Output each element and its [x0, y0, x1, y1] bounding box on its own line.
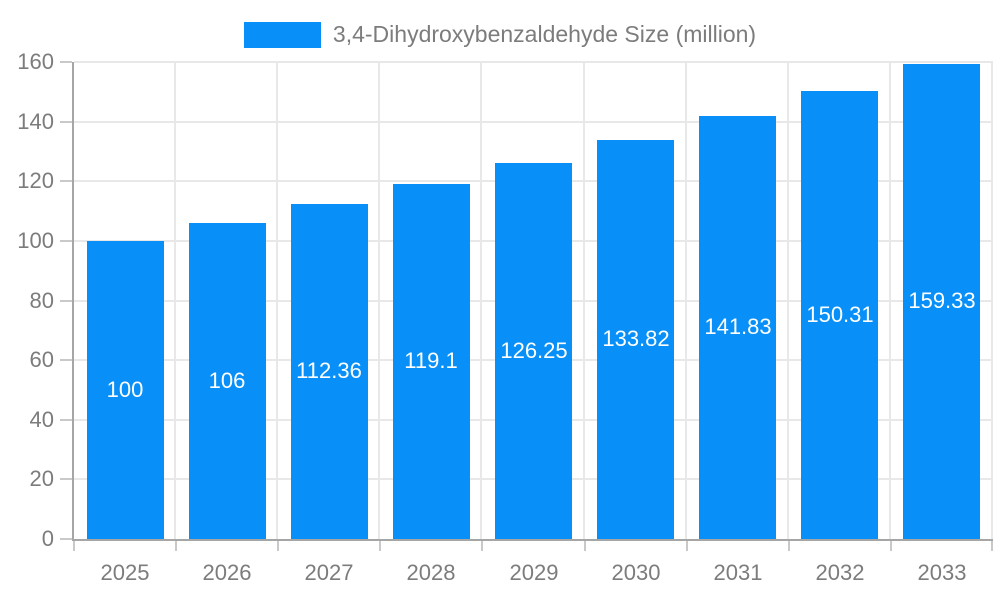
- y-tick-60: [60, 359, 72, 362]
- x-axis-label-2025: 2025: [100, 560, 150, 585]
- bar-2027[interactable]: [291, 204, 368, 539]
- bar-2031[interactable]: [699, 116, 776, 539]
- bar-2030[interactable]: [597, 140, 674, 539]
- y-tick-20: [60, 478, 72, 481]
- legend: 3,4-Dihydroxybenzaldehyde Size (million): [0, 21, 1000, 48]
- y-tick-40: [60, 418, 72, 421]
- y-axis-label-40: 40: [29, 406, 54, 432]
- gridline-y-160: [74, 61, 993, 63]
- bar-2028[interactable]: [393, 184, 470, 539]
- x-tick-4: [481, 541, 483, 551]
- x-tick-3: [379, 541, 381, 551]
- x-tick-1: [175, 541, 177, 551]
- bar-2032[interactable]: [801, 91, 878, 539]
- gridline-x-2: [276, 62, 278, 539]
- bar-2029[interactable]: [495, 163, 572, 539]
- gridline-x-5: [583, 62, 585, 539]
- x-tick-9: [991, 541, 993, 551]
- x-axis-label-2032: 2032: [815, 560, 865, 585]
- y-axis-label-140: 140: [17, 108, 54, 134]
- gridline-x-4: [480, 62, 482, 539]
- gridline-x-8: [889, 62, 891, 539]
- x-axis-line: [72, 539, 993, 541]
- gridline-x-9: [991, 62, 993, 539]
- y-axis-label-80: 80: [29, 287, 54, 313]
- y-tick-0: [60, 538, 72, 540]
- y-axis-label-160: 160: [17, 49, 54, 74]
- x-axis-label-2027: 2027: [304, 560, 354, 585]
- y-axis-label-60: 60: [29, 347, 54, 373]
- y-tick-160: [60, 61, 72, 63]
- legend-item[interactable]: 3,4-Dihydroxybenzaldehyde Size (million): [243, 21, 757, 48]
- x-tick-2: [277, 541, 279, 551]
- y-tick-100: [60, 239, 72, 242]
- y-axis-label-100: 100: [17, 227, 54, 253]
- x-axis-label-2026: 2026: [202, 560, 252, 585]
- x-axis-label-2030: 2030: [611, 560, 661, 585]
- x-tick-5: [584, 541, 586, 551]
- x-tick-0: [73, 541, 75, 551]
- gridline-x-7: [787, 62, 789, 539]
- x-tick-7: [788, 541, 790, 551]
- bar-2026[interactable]: [189, 223, 266, 539]
- gridline-x-3: [378, 62, 380, 539]
- y-tick-140: [60, 120, 72, 123]
- y-axis-label-20: 20: [29, 466, 54, 492]
- x-tick-8: [890, 541, 892, 551]
- legend-swatch: [243, 21, 321, 48]
- y-axis-label-120: 120: [17, 168, 54, 194]
- gridline-y-140: [74, 120, 993, 123]
- y-axis-line: [72, 62, 74, 541]
- x-axis-label-2033: 2033: [917, 560, 967, 585]
- x-tick-6: [686, 541, 688, 551]
- gridline-x-6: [685, 62, 687, 539]
- y-tick-80: [60, 299, 72, 302]
- legend-label: 3,4-Dihydroxybenzaldehyde Size (million): [332, 21, 757, 47]
- bar-2033[interactable]: [903, 64, 980, 539]
- x-axis-label-2028: 2028: [406, 560, 456, 585]
- y-tick-120: [60, 180, 72, 183]
- gridline-x-1: [174, 62, 176, 539]
- y-axis-label-0: 0: [41, 526, 54, 551]
- x-axis-label-2029: 2029: [509, 560, 559, 585]
- plot-area: 100 106 112.36 119.1 126.25 133.82 141.83 150.3…: [74, 61, 993, 539]
- bar-2025[interactable]: [87, 241, 164, 539]
- x-axis-label-2031: 2031: [713, 560, 763, 585]
